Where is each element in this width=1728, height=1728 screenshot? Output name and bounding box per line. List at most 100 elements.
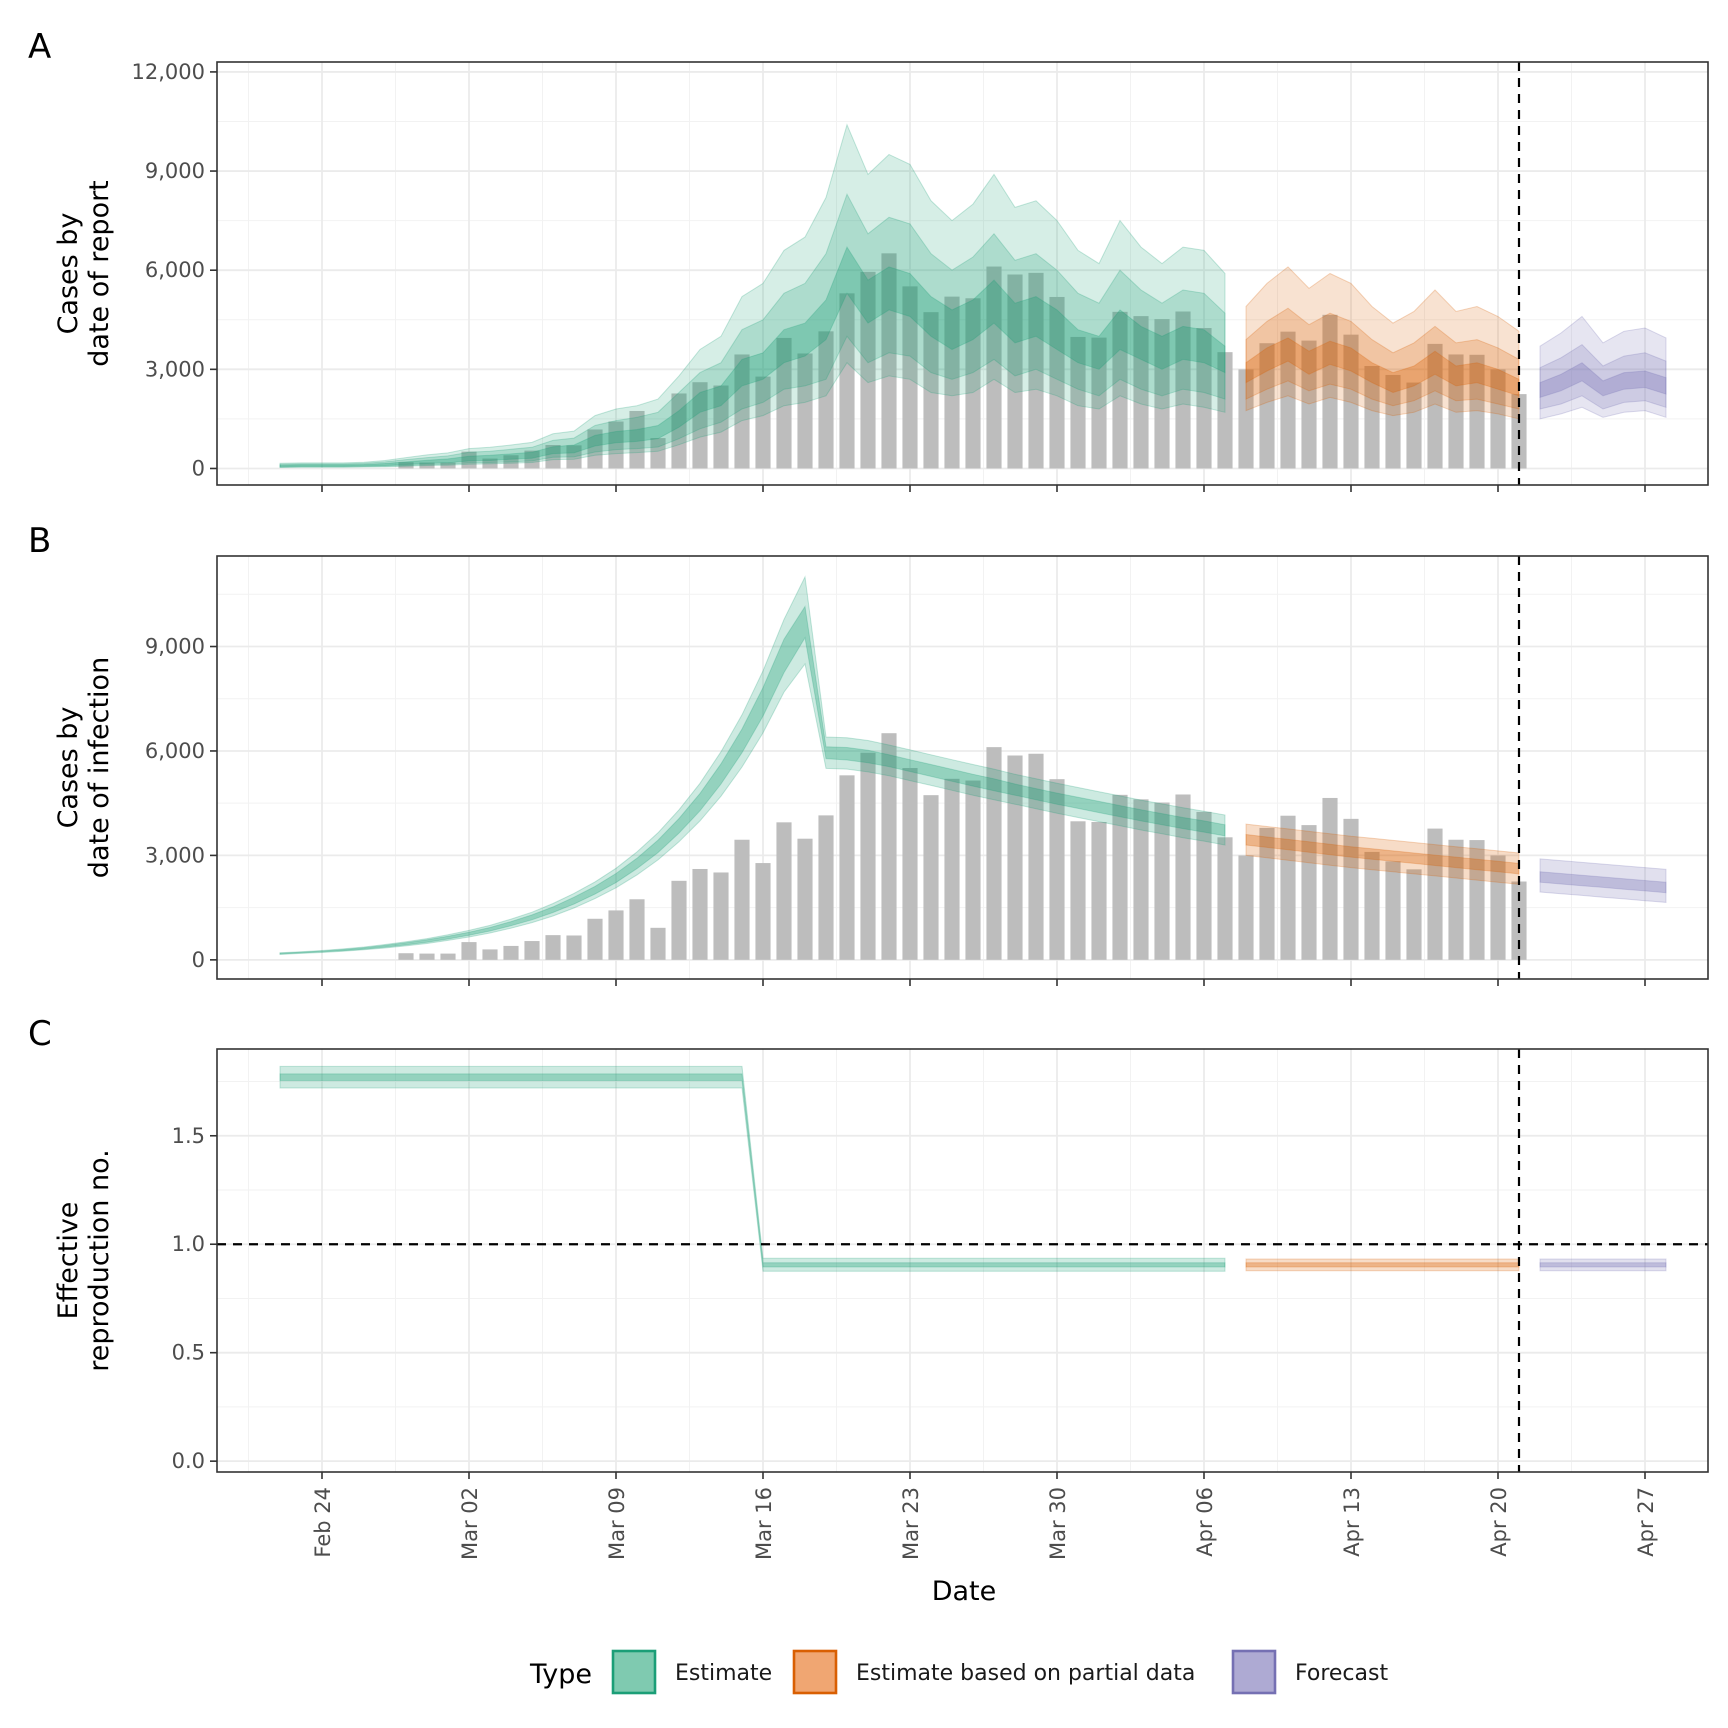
observed-bar [1175, 794, 1191, 960]
observed-bar [566, 445, 582, 469]
observed-bar [797, 353, 813, 469]
panel-c: 0.0 0.5 1.0 1.5 Feb 24 Mar 02 Mar 09 Mar 16 Mar … [28, 1014, 1709, 1560]
observed-bar [419, 462, 435, 469]
observed-bar [965, 298, 981, 469]
observed-bar [713, 872, 729, 960]
observed-bar [902, 286, 918, 469]
observed-bar [1511, 881, 1527, 960]
observed-bar [1049, 296, 1065, 469]
observed-bar [398, 462, 414, 469]
observed-bar [482, 949, 498, 960]
observed-bar [1385, 374, 1401, 469]
legend-key [1231, 1649, 1277, 1695]
observed-bar [1238, 369, 1254, 469]
panel-b: 0 3,000 6,000 9,000 B Cases bydate of infecti… [28, 521, 1709, 986]
panel-background [217, 1049, 1708, 1472]
x-tick-label: Mar 02 [458, 1487, 482, 1560]
y-axis-title: Cases bydate of report [53, 180, 115, 367]
observed-bar [1259, 343, 1275, 469]
observed-bar [1448, 839, 1464, 960]
observed-bar [1196, 811, 1212, 960]
ribbon-90-forecast [1539, 1258, 1667, 1272]
observed-bar [734, 839, 750, 960]
ribbon-50-estimate [279, 605, 1226, 955]
observed-bar [1385, 861, 1401, 960]
legend: Type Estimate Estimate based on partial d… [529, 1649, 1388, 1695]
observed-bar [608, 421, 624, 469]
observed-bar [839, 293, 855, 469]
observed-bar [1343, 818, 1359, 960]
legend-label: Estimate based on partial data [856, 1661, 1195, 1686]
x-tick-label: Feb 24 [311, 1487, 335, 1558]
panel-border [216, 555, 1709, 980]
observed-bar [1469, 354, 1485, 469]
observed-bar [1217, 837, 1233, 960]
observed-bar [1490, 369, 1506, 469]
observed-bar [545, 935, 561, 960]
observed-bar [1091, 821, 1107, 960]
y-tick-label: 9,000 [145, 159, 205, 183]
ribbon-90-forecast [1539, 343, 1667, 410]
ribbon-90-estimate [279, 192, 1226, 468]
ribbon-90-estimate-based-on-partial-data [1245, 1258, 1520, 1272]
ribbon-50-estimate-based-on-partial-data [1245, 1262, 1520, 1268]
observed-bar [1007, 755, 1023, 960]
observed-bar [1133, 799, 1149, 960]
legend-label: Estimate [675, 1661, 772, 1686]
observed-bar [797, 838, 813, 960]
observed-bar [1301, 825, 1317, 960]
observed-bar [1322, 314, 1338, 469]
observed-bar [1406, 382, 1422, 469]
observed-bar [1196, 328, 1212, 469]
panel-border [216, 61, 1709, 486]
observed-bar [1301, 340, 1317, 469]
observed-bar [1070, 821, 1086, 960]
observed-bar [734, 354, 750, 469]
y-tick-label: 0 [192, 456, 205, 480]
ribbon-90-estimate [279, 575, 1226, 956]
y-tick-label: 3,000 [145, 843, 205, 867]
observed-bar [419, 953, 435, 960]
panel-letter: C [28, 1014, 52, 1054]
observed-bar [860, 271, 876, 469]
observed-bar [1448, 354, 1464, 469]
panel-letter: A [28, 27, 51, 67]
observed-bar [1112, 794, 1128, 960]
observed-bar [1406, 869, 1422, 960]
ribbon-50-estimate-based-on-partial-data [1245, 833, 1520, 875]
y-tick-label: 1.5 [172, 1124, 205, 1148]
observed-bar [923, 312, 939, 469]
observed-bar [818, 331, 834, 469]
observed-bar [881, 253, 897, 469]
y-axis-title-line: Cases by [53, 213, 84, 335]
x-tick-label: Mar 09 [605, 1487, 629, 1560]
x-tick-label: Mar 16 [752, 1487, 776, 1560]
observed-bar [818, 815, 834, 960]
panel-border [216, 1048, 1709, 1473]
observed-bar [944, 778, 960, 960]
y-tick-label: 12,000 [132, 60, 205, 84]
observed-bar [461, 451, 477, 469]
observed-bar [881, 733, 897, 960]
y-tick-label: 6,000 [145, 258, 205, 282]
y-tick-label: 0 [192, 948, 205, 972]
y-tick-label: 3,000 [145, 357, 205, 381]
observed-bar [965, 780, 981, 960]
ribbon-50-forecast [1539, 1262, 1667, 1268]
x-tick-label: Mar 23 [899, 1487, 923, 1560]
observed-bar [461, 942, 477, 960]
legend-key [611, 1649, 657, 1695]
observed-bar [1154, 802, 1170, 960]
observed-bar [1259, 827, 1275, 960]
observed-bar [902, 768, 918, 960]
y-tick-label: 1.0 [172, 1232, 205, 1256]
observed-bar [986, 266, 1002, 469]
observed-bar [1469, 840, 1485, 960]
ribbon-90-estimate [279, 1065, 1226, 1272]
observed-bar [839, 775, 855, 960]
observed-bar [524, 941, 540, 960]
y-axis-title-line: date of infection [84, 657, 115, 878]
observed-bar [1028, 753, 1044, 960]
ribbon-50-estimate [279, 246, 1226, 468]
ribbon-95-estimate [279, 123, 1226, 469]
